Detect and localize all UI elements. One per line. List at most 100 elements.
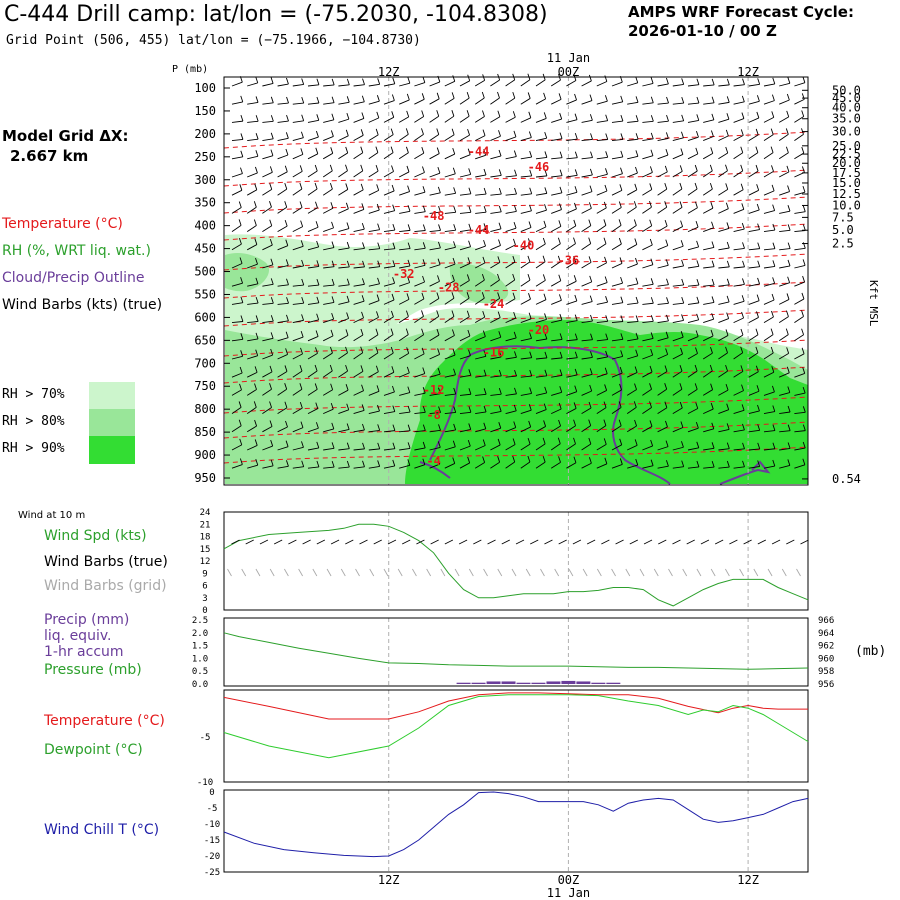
wind-barb bbox=[596, 407, 607, 414]
wind-barb bbox=[429, 334, 440, 342]
wind-barb bbox=[414, 98, 425, 105]
wind-barb-flag bbox=[696, 260, 700, 267]
wind-barb-flag bbox=[649, 201, 652, 208]
wind-barb bbox=[459, 280, 470, 287]
wind-barb-flag bbox=[619, 366, 623, 374]
wind-barb bbox=[414, 447, 426, 451]
wind-barb-flag bbox=[270, 77, 274, 84]
wind-barb bbox=[262, 171, 273, 178]
wind-barb-flag bbox=[452, 440, 456, 447]
wind-barb bbox=[231, 407, 242, 414]
wind-barb-true bbox=[401, 539, 411, 545]
wind-barb bbox=[779, 372, 790, 378]
wind-barb bbox=[535, 156, 547, 160]
wind-barb bbox=[520, 79, 531, 87]
wind-barb-flag bbox=[772, 204, 776, 211]
wind-barb-true bbox=[700, 539, 710, 545]
wind-barb-flag bbox=[240, 350, 244, 357]
windchill-panel-frame bbox=[223, 789, 809, 873]
wind-barb-flag bbox=[529, 332, 532, 339]
wind-barb bbox=[475, 411, 487, 415]
wind-barb-flag bbox=[558, 220, 562, 227]
wind-barb-flag bbox=[711, 313, 715, 320]
wind-barb-flag bbox=[498, 405, 502, 412]
wind-barb bbox=[414, 298, 425, 305]
wind-barb bbox=[642, 244, 653, 251]
wind-barb-grid bbox=[781, 568, 787, 577]
wind-barb bbox=[535, 175, 547, 178]
windchill-line bbox=[223, 791, 809, 858]
wind-barb bbox=[353, 429, 365, 433]
wind-barb-flag bbox=[772, 242, 776, 249]
wind-barb-flag bbox=[787, 242, 791, 249]
wind-barb-flag bbox=[390, 328, 394, 335]
wind-barb-flag bbox=[301, 96, 305, 104]
wind-barb bbox=[733, 266, 745, 269]
wind-barb bbox=[414, 191, 426, 196]
wind-barb-flag bbox=[498, 350, 502, 358]
wind-barb-flag bbox=[286, 297, 289, 304]
wind-barb bbox=[277, 264, 289, 269]
wind-barb-flag bbox=[286, 96, 289, 104]
wind-barb-flag bbox=[483, 205, 487, 213]
wind-barb bbox=[535, 192, 547, 196]
wind-barb-flag bbox=[345, 202, 349, 209]
wind-barb bbox=[505, 136, 517, 142]
wind-barb bbox=[566, 174, 578, 178]
wind-barb bbox=[748, 317, 759, 323]
wind-barb bbox=[353, 152, 364, 160]
wind-barb bbox=[672, 336, 684, 342]
wind-barb bbox=[596, 120, 608, 123]
wind-barb-flag bbox=[528, 404, 532, 411]
wind-barb-flag bbox=[360, 346, 364, 353]
wind-barb-flag bbox=[361, 311, 364, 319]
wind-barb bbox=[368, 248, 380, 251]
wind-barb-true bbox=[302, 539, 311, 545]
wind-y-tick: 18 bbox=[200, 533, 211, 543]
wind-barb-flag bbox=[301, 114, 305, 121]
wind-barb-true bbox=[273, 539, 283, 545]
wind-barb-flag bbox=[346, 442, 350, 449]
wind-barb bbox=[581, 138, 593, 142]
wind-barb-flag bbox=[407, 224, 411, 231]
wind-barb-flag bbox=[710, 202, 714, 209]
wind-barb bbox=[307, 427, 319, 433]
wind-barb bbox=[748, 300, 760, 305]
wind-barb bbox=[718, 448, 730, 451]
wind-barb bbox=[231, 302, 243, 305]
wind-barb-flag bbox=[284, 401, 288, 408]
wind-barb-flag bbox=[512, 111, 516, 118]
wind-barb bbox=[414, 281, 425, 287]
wind-barb-flag bbox=[785, 328, 789, 335]
wind-barb bbox=[672, 83, 684, 87]
wind-barb bbox=[338, 208, 349, 214]
wind-barb bbox=[763, 391, 775, 396]
wind-barb-true bbox=[330, 539, 340, 545]
wind-barb-flag bbox=[285, 331, 289, 338]
wind-barb bbox=[642, 320, 654, 324]
wind-barb bbox=[748, 100, 760, 105]
wind-barb bbox=[596, 356, 608, 360]
wind-barb-flag bbox=[467, 439, 471, 447]
wind-barb-flag bbox=[604, 75, 608, 82]
wind-barb bbox=[292, 284, 304, 287]
wind-barb-flag bbox=[801, 328, 805, 335]
height-tick: 0.54 bbox=[832, 472, 861, 486]
wind-barb bbox=[383, 411, 395, 415]
wind-barb bbox=[368, 117, 380, 123]
wind-barb-true bbox=[444, 539, 454, 545]
wind-barb-true bbox=[757, 539, 767, 545]
wind-y-tick: 15 bbox=[200, 545, 211, 555]
wind-barb-flag bbox=[694, 164, 698, 172]
wind-barb-flag bbox=[255, 296, 259, 304]
wind-barb-flag bbox=[726, 241, 730, 249]
wind-barb-flag bbox=[513, 222, 517, 229]
wind-barb-flag bbox=[542, 455, 546, 463]
wind-barb bbox=[794, 191, 806, 196]
wind-barb bbox=[794, 373, 805, 378]
wind-barb-flag bbox=[346, 403, 350, 410]
wind-barb-flag bbox=[239, 458, 243, 465]
wind-barb-flag bbox=[650, 278, 654, 285]
chill-y-tick: -10 bbox=[204, 820, 220, 830]
wind-barb bbox=[338, 247, 350, 251]
